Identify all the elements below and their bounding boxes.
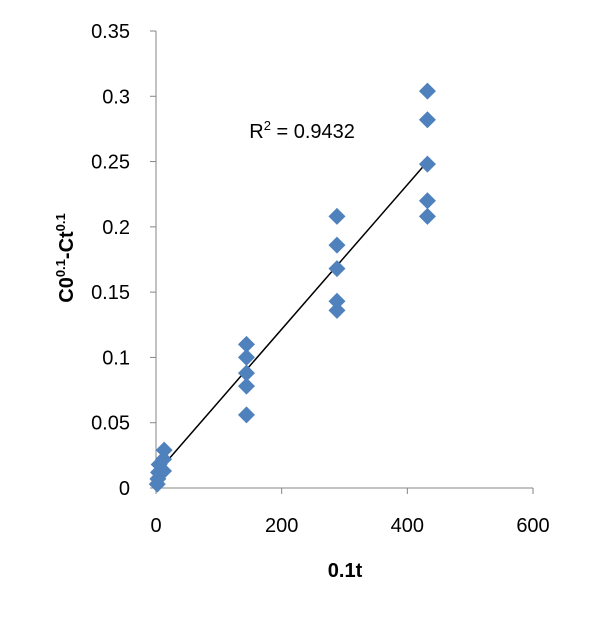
data-point bbox=[155, 450, 173, 468]
data-point bbox=[328, 301, 346, 319]
trendline-group bbox=[156, 161, 429, 473]
data-point bbox=[418, 111, 436, 129]
y-tick-label: 0.15 bbox=[91, 282, 130, 304]
y-tick-label: 0 bbox=[119, 478, 130, 500]
y-tick-label: 0.05 bbox=[91, 413, 130, 435]
trendline bbox=[156, 161, 429, 473]
y-tick-label: 0.2 bbox=[102, 217, 130, 239]
x-tick-label: 400 bbox=[391, 515, 424, 537]
x-axis-title: 0.1t bbox=[328, 560, 363, 582]
data-point bbox=[237, 377, 255, 395]
data-point bbox=[418, 207, 436, 225]
r-squared-annotation: R2 = 0.9432 bbox=[249, 118, 355, 143]
axes bbox=[155, 31, 533, 489]
data-point bbox=[328, 292, 346, 310]
data-point bbox=[237, 348, 255, 366]
data-point bbox=[418, 82, 436, 100]
x-tick-label: 600 bbox=[516, 515, 549, 537]
data-point bbox=[418, 155, 436, 173]
data-points bbox=[148, 82, 436, 493]
y-tick-label: 0.1 bbox=[102, 347, 130, 369]
y-axis-title: C00.1-Ct0.1 bbox=[53, 213, 78, 303]
x-tick-label: 0 bbox=[150, 515, 161, 537]
data-point bbox=[418, 192, 436, 210]
data-point bbox=[237, 364, 255, 382]
data-point bbox=[237, 406, 255, 424]
y-tick-label: 0.25 bbox=[91, 152, 130, 174]
data-point bbox=[328, 236, 346, 254]
data-point bbox=[328, 260, 346, 278]
x-tick-label: 200 bbox=[265, 515, 298, 537]
data-point bbox=[155, 441, 173, 459]
data-point bbox=[237, 335, 255, 353]
y-tick-label: 0.35 bbox=[91, 21, 130, 43]
y-tick-label: 0.3 bbox=[102, 86, 130, 108]
y-ticks: 0 0.05 0.1 0.15 0.2 0.25 0.3 0.35 bbox=[91, 21, 156, 500]
x-ticks: 0 200 400 600 bbox=[150, 488, 550, 537]
data-point bbox=[155, 462, 173, 480]
data-point bbox=[328, 207, 346, 225]
